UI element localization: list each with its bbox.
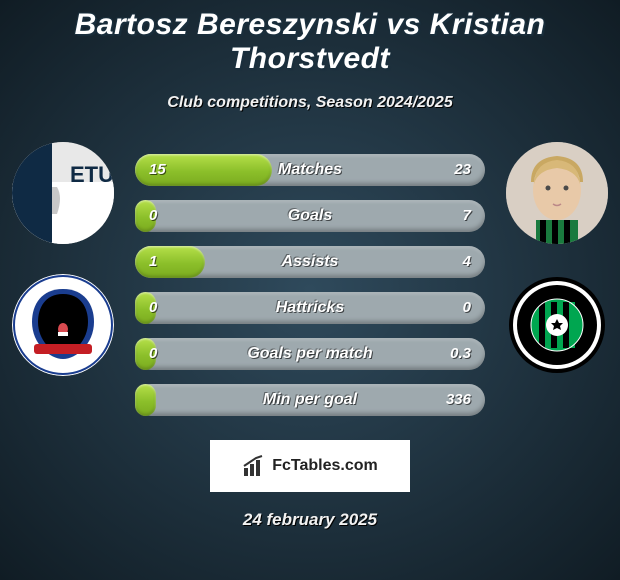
subtitle: Club competitions, Season 2024/2025 (0, 94, 620, 112)
date-text: 24 february 2025 (0, 510, 620, 530)
club-right-logo (506, 274, 608, 376)
stat-right-value: 336 (446, 384, 471, 416)
stat-bar-fill (135, 338, 156, 370)
stat-label: Min per goal (135, 384, 485, 416)
brand-icon (242, 454, 266, 478)
left-player-column: ETUNA (8, 142, 118, 376)
stat-right-value: 4 (463, 246, 471, 278)
brand-text: FcTables.com (272, 457, 378, 475)
svg-text:ETUNA: ETUNA (70, 162, 114, 187)
comparison-card: Bartosz Bereszynski vs Kristian Thorstve… (0, 0, 620, 580)
stat-right-value: 0.3 (450, 338, 471, 370)
comparison-body: ETUNA (0, 142, 620, 422)
brand-box: FcTables.com (210, 440, 410, 492)
stat-right-value: 7 (463, 200, 471, 232)
stat-bars: 1523Matches07Goals14Assists00Hattricks00… (135, 154, 485, 416)
right-player-column (502, 142, 612, 376)
stat-bar: 00.3Goals per match (135, 338, 485, 370)
page-title: Bartosz Bereszynski vs Kristian Thorstve… (0, 0, 620, 76)
player-left-photo: ETUNA (12, 142, 114, 244)
stat-bar-fill (135, 200, 156, 232)
stat-bar-fill (135, 384, 156, 416)
stat-bar: 14Assists (135, 246, 485, 278)
stat-bar: 00Hattricks (135, 292, 485, 324)
stat-bar: 336Min per goal (135, 384, 485, 416)
stat-bar-fill (135, 246, 205, 278)
stat-right-value: 23 (454, 154, 471, 186)
stat-label: Goals per match (135, 338, 485, 370)
player-right-photo (506, 142, 608, 244)
stat-bar: 1523Matches (135, 154, 485, 186)
stat-bar-fill (135, 292, 156, 324)
stat-bar-fill (135, 154, 272, 186)
club-left-logo (12, 274, 114, 376)
stat-right-value: 0 (463, 292, 471, 324)
stat-label: Hattricks (135, 292, 485, 324)
stat-label: Goals (135, 200, 485, 232)
stat-bar: 07Goals (135, 200, 485, 232)
